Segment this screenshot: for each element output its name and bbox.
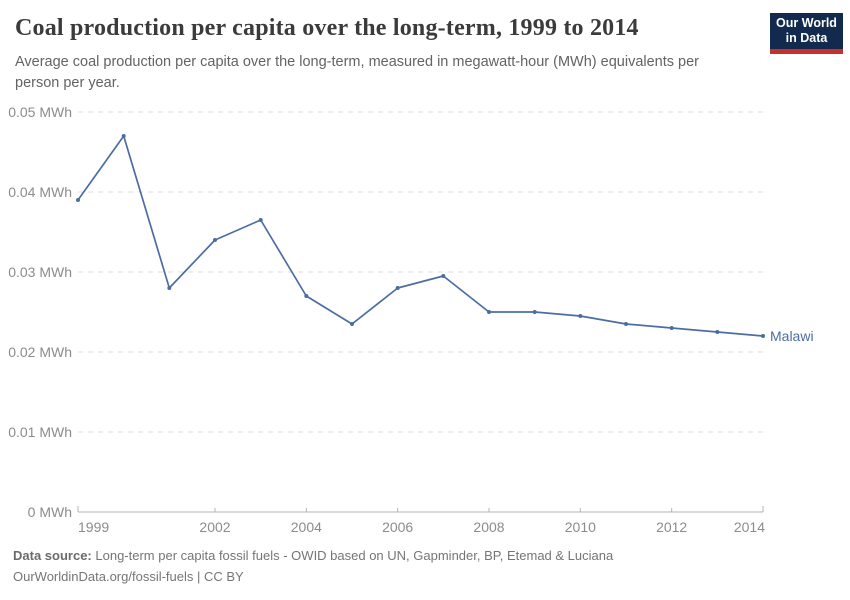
owid-logo-line2: in Data [785,31,828,45]
footer-url-line: OurWorldinData.org/fossil-fuels | CC BY [13,568,244,584]
owid-logo-line1: Our World [776,16,837,30]
y-axis-tick-label: 0.02 MWh [8,344,72,360]
data-point[interactable] [350,322,354,326]
x-axis-tick-label: 2004 [291,519,322,535]
x-axis-tick-label: 2014 [734,519,765,535]
data-point[interactable] [715,330,720,334]
data-point[interactable] [213,238,217,242]
data-point[interactable] [441,274,446,278]
data-point[interactable] [395,286,400,290]
x-axis-tick-label: 2006 [382,519,413,535]
data-point[interactable] [624,322,628,326]
owid-logo: Our World in Data [770,13,843,54]
y-axis-tick-label: 0 MWh [28,504,72,520]
data-point[interactable] [258,218,263,222]
series-line-malawi[interactable] [77,135,764,337]
x-axis-tick-label: 2008 [473,519,504,535]
chart-footer: Data source: Long-term per capita fossil… [13,546,613,587]
y-axis-tick-label: 0.01 MWh [8,424,72,440]
x-axis-tick-label: 2012 [656,519,687,535]
data-point[interactable] [304,294,309,298]
datasource-label: Data source: [13,548,92,563]
x-axis-tick-label: 2002 [199,519,230,535]
series-label-malawi[interactable]: Malawi [770,328,814,344]
data-point[interactable] [487,310,491,314]
y-axis-tick-label: 0.03 MWh [8,264,72,280]
data-point[interactable] [669,326,674,330]
y-axis-tick-label: 0.05 MWh [8,104,72,120]
datasource-text: Long-term per capita fossil fuels - OWID… [95,548,614,563]
data-point[interactable] [121,134,126,138]
data-point[interactable] [532,310,537,314]
data-point[interactable] [167,286,172,290]
data-point[interactable] [761,334,765,338]
y-axis-tick-label: 0.04 MWh [8,184,72,200]
data-point[interactable] [76,198,80,202]
x-axis-tick-label: 2010 [565,519,596,535]
page-title: Coal production per capita over the long… [15,15,639,41]
chart-subtitle: Average coal production per capita over … [15,54,699,91]
data-point[interactable] [578,314,583,318]
x-axis-tick-label: 1999 [78,519,109,535]
